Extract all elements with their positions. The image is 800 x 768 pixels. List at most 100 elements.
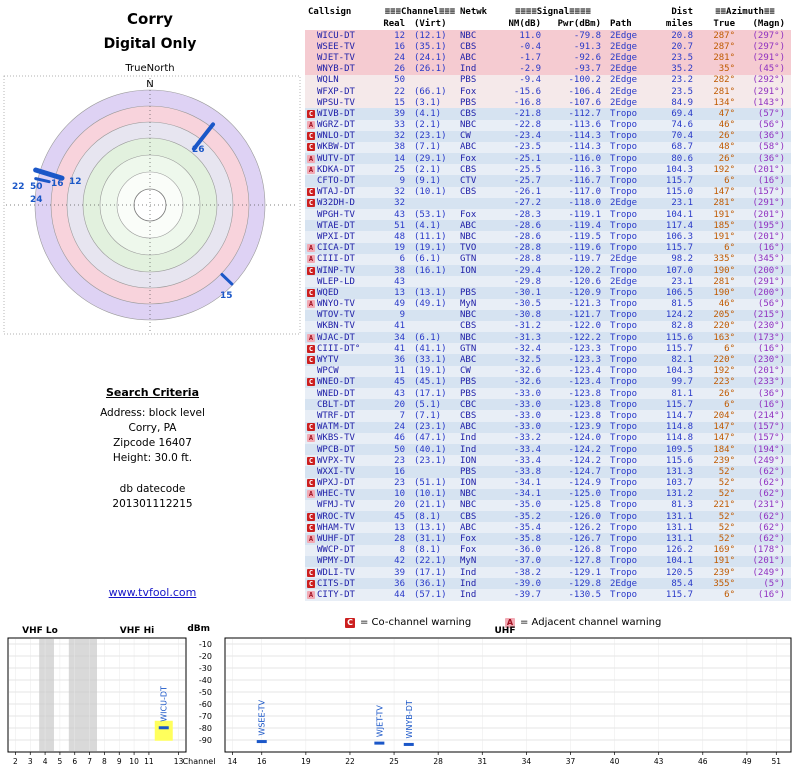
table-row: WJET-TV 24 (24.1) ABC -1.7 -92.6 2Edge 23.5 281°… <box>305 52 791 64</box>
cell-azimuth-magn: (157°) <box>752 187 785 198</box>
cell-network: CTV <box>460 176 477 187</box>
cell-pwr-dbm: -124.9 <box>568 478 601 489</box>
cell-path: Tropo <box>610 355 638 366</box>
cell-azimuth-true: 26° <box>718 131 735 142</box>
cell-nm-db: -32.6 <box>513 366 541 377</box>
vhf-gray-band <box>68 639 97 751</box>
cell-real-channel: 11 <box>394 366 405 377</box>
cell-nm-db: -33.8 <box>513 466 541 477</box>
legend-adjacent-channel: A = Adjacent channel warning <box>505 617 661 628</box>
cell-azimuth-true: 335° <box>713 254 735 265</box>
cell-virtual-channel: (41.1) <box>414 343 447 354</box>
cell-dist-miles: 23.1 <box>671 276 693 287</box>
cell-path: Tropo <box>610 153 638 164</box>
cell-dist-miles: 20.7 <box>671 41 693 52</box>
cell-pwr-dbm: -120.6 <box>568 276 601 287</box>
cell-pwr-dbm: -79.8 <box>573 30 601 41</box>
channel-tick-label: 19 <box>301 757 311 766</box>
cell-warning: A <box>305 121 317 130</box>
table-row: WPXI-DT 48 (11.1) NBC -28.6 -119.5 Tropo 106.3 1… <box>305 231 791 243</box>
co-channel-warning-icon: C <box>307 523 315 532</box>
channel-tick-label: 40 <box>610 757 620 766</box>
cell-callsign: CITY-DT <box>317 589 355 600</box>
cell-nm-db: -35.0 <box>513 500 541 511</box>
cell-path: Tropo <box>610 534 638 545</box>
cell-network: PBS <box>460 287 477 298</box>
uhf-label: UHF <box>495 626 516 636</box>
cell-callsign: WATM-DT <box>317 422 355 433</box>
header-azimuth-true: True <box>713 19 735 29</box>
header-pwr-dbm: Pwr(dBm) <box>557 19 601 29</box>
table-row: WTRF-DT 7 (7.1) CBS -33.0 -123.8 Tropo 114.7 204… <box>305 410 791 422</box>
cell-network: PBS <box>460 97 477 108</box>
cell-dist-miles: 81.3 <box>671 500 693 511</box>
cell-real-channel: 28 <box>394 534 405 545</box>
cell-dist-miles: 114.8 <box>665 433 693 444</box>
table-row: WPCB-DT 50 (40.1) Ind -33.4 -124.2 Tropo 109.5 1… <box>305 443 791 456</box>
cell-path: Tropo <box>610 332 638 343</box>
cell-nm-db: -33.0 <box>513 422 541 433</box>
cell-pwr-dbm: -91.3 <box>573 41 601 52</box>
tvfool-link[interactable]: www.tvfool.com <box>108 586 197 599</box>
cell-nm-db: -33.0 <box>513 410 541 421</box>
station-callsign-label: WNYB-DT <box>405 700 414 738</box>
cell-path: 2Edge <box>610 64 638 75</box>
cell-path: 2Edge <box>610 578 638 589</box>
cell-dist-miles: 131.2 <box>665 489 693 500</box>
cell-nm-db: -33.4 <box>513 455 541 466</box>
table-row: A KDKA-DT 25 (2.1) CBS -25.5 -116.3 Tropo 104.3 1… <box>305 164 791 176</box>
channel-tick-label: 8 <box>102 757 107 766</box>
cell-virtual-channel: (16.1) <box>414 265 447 276</box>
cell-path: Tropo <box>610 366 638 377</box>
cell-warning: A <box>305 255 317 264</box>
table-row: WPMY-DT 42 (22.1) MyN -37.0 -127.8 Tropo 104.1 1… <box>305 555 791 567</box>
table-row: CFTO-DT 9 (9.1) CTV -25.7 -116.7 Tropo 115.7 6° (… <box>305 175 791 187</box>
cell-nm-db: -2.9 <box>519 64 541 75</box>
cell-pwr-dbm: -119.7 <box>568 254 601 265</box>
table-row: A CITY-DT 44 (57.1) Ind -39.7 -130.5 Tropo 115.7… <box>305 589 791 601</box>
cell-real-channel: 9 <box>399 176 405 187</box>
cell-dist-miles: 106.5 <box>665 287 693 298</box>
cell-network: GTN <box>460 254 477 265</box>
cell-network: ION <box>460 478 477 489</box>
cell-dist-miles: 104.1 <box>665 556 693 567</box>
cell-callsign: WUHF-DT <box>317 534 355 545</box>
table-row: WXXI-TV 16 PBS -33.8 -124.7 Tropo 131.3 52° (62°… <box>305 466 791 478</box>
cell-nm-db: -27.2 <box>513 198 541 209</box>
table-row: WNYB-DT 26 (26.1) Ind -2.9 -93.7 2Edge 35.2 35° (… <box>305 63 791 75</box>
cell-dist-miles: 68.7 <box>671 142 693 153</box>
cell-virtual-channel: (8.1) <box>414 511 442 522</box>
header-azimuth-group: ≡≡Azimuth≡≡ <box>715 7 775 17</box>
cell-dist-miles: 82.1 <box>671 355 693 366</box>
cell-path: Tropo <box>610 131 638 142</box>
cell-nm-db: -28.6 <box>513 220 541 231</box>
cell-dist-miles: 81.1 <box>671 388 693 399</box>
channel-tick-label: 34 <box>522 757 532 766</box>
cell-dist-miles: 126.2 <box>665 545 693 556</box>
station-table: Callsign ≡≡≡Channel≡≡≡ Netwk ≡≡≡≡Signal≡≡≡≡… <box>305 6 791 601</box>
cell-real-channel: 50 <box>394 444 405 455</box>
table-row: WICU-DT 12 (12.1) NBC 11.0 -79.8 2Edge 20.8 287°… <box>305 30 791 42</box>
cell-real-channel: 14 <box>394 153 405 164</box>
cell-network: Fox <box>460 545 477 556</box>
cell-network: MyN <box>460 556 477 567</box>
cell-azimuth-magn: (178°) <box>752 545 785 556</box>
cell-callsign: WVPX-TV <box>317 455 355 466</box>
cell-pwr-dbm: -100.2 <box>568 75 601 86</box>
cell-network: Ind <box>460 64 477 75</box>
cell-nm-db: -1.7 <box>519 52 541 63</box>
cell-path: Tropo <box>610 489 638 500</box>
cell-path: Tropo <box>610 589 638 600</box>
datecode-value: 201301112215 <box>112 498 193 510</box>
cell-dist-miles: 23.5 <box>671 86 693 97</box>
cell-nm-db: -35.4 <box>513 522 541 533</box>
cell-warning: C <box>305 378 317 387</box>
table-row: WQLN 50 PBS -9.4 -100.2 2Edge 23.2 282° (292°) <box>305 74 791 86</box>
cell-callsign: WTAJ-DT <box>317 187 355 198</box>
cell-nm-db: -32.6 <box>513 377 541 388</box>
cell-network: NBC <box>460 500 477 511</box>
cell-azimuth-true: 204° <box>713 410 735 421</box>
cell-network: Ind <box>460 433 477 444</box>
cell-dist-miles: 98.2 <box>671 254 693 265</box>
